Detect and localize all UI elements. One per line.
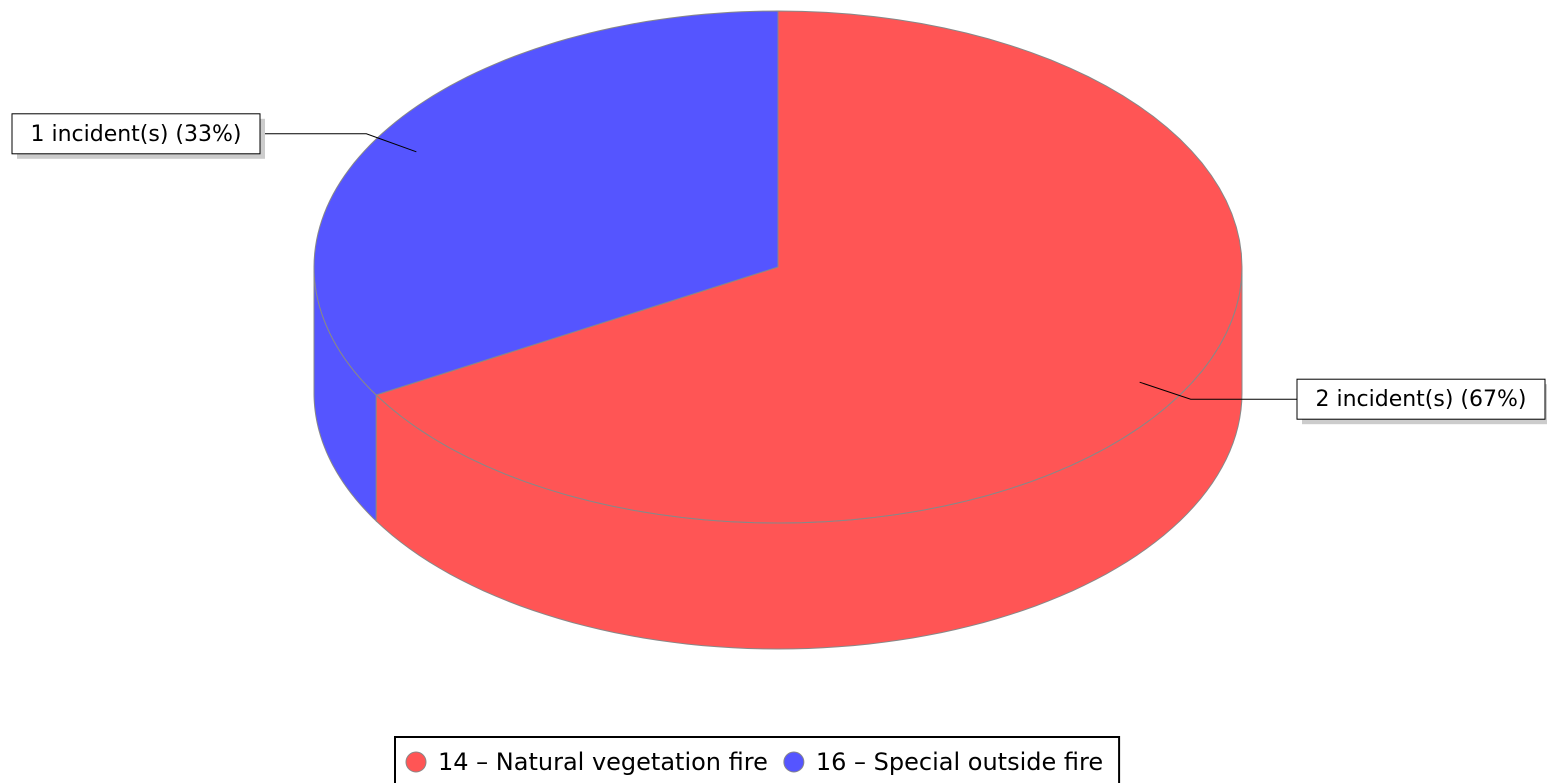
slice-top <box>375 10 1243 524</box>
slice-top <box>313 10 779 396</box>
legend-label: 16 – Special outside fire <box>816 748 1103 776</box>
data-label: 1 incident(s) (33%) <box>30 122 241 147</box>
legend-swatch <box>405 751 427 773</box>
leader-line <box>1139 381 1297 400</box>
leader-line <box>260 133 417 153</box>
legend-box <box>394 736 1121 783</box>
data-label: 2 incident(s) (67%) <box>1315 387 1526 412</box>
legend-swatch <box>783 751 805 773</box>
label-box <box>1296 378 1546 420</box>
legend-label: 14 – Natural vegetation fire <box>438 748 768 776</box>
label-box <box>11 113 261 155</box>
